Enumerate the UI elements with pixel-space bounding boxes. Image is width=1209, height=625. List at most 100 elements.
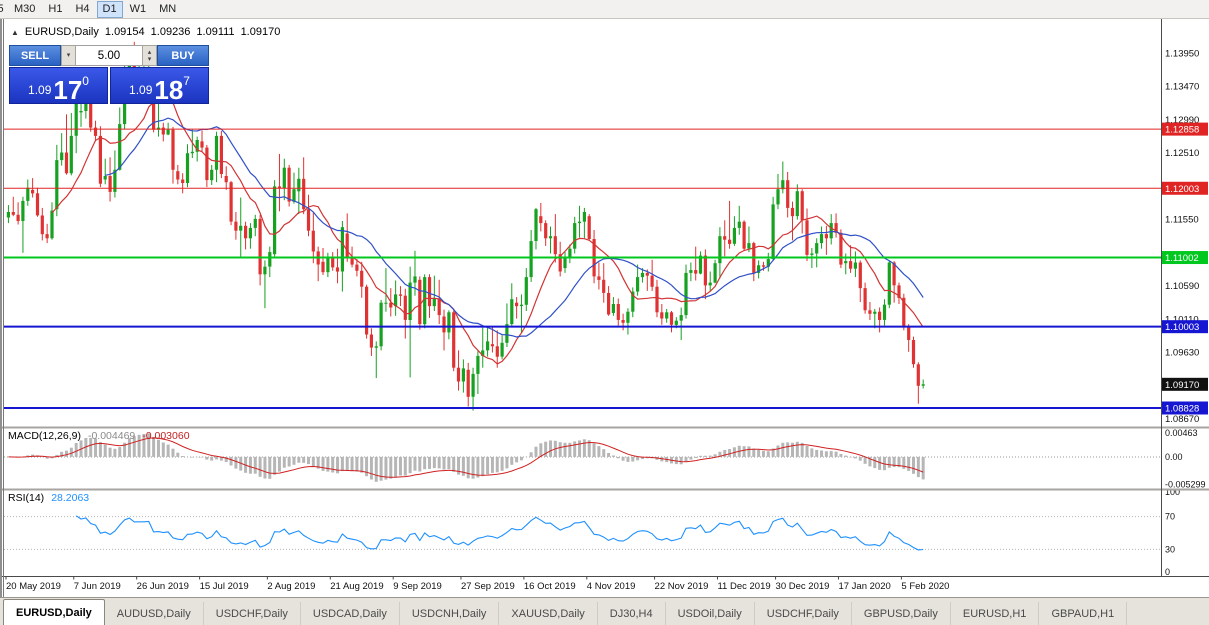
symbol-period-label: EURUSD,Daily: [24, 26, 99, 38]
rsi-indicator-title: RSI(14) 28.2063: [8, 492, 89, 504]
chart-tab-USDCNH-Daily[interactable]: USDCNH,Daily: [400, 602, 500, 625]
date-label: 4 Nov 2019: [587, 581, 636, 592]
price-level-box: [1162, 122, 1208, 136]
y-axis-label: 1.13470: [1165, 82, 1199, 93]
chart-tab-GBPAUD-H1[interactable]: GBPAUD,H1: [1039, 602, 1128, 625]
chart-tab-EURUSD-H1[interactable]: EURUSD,H1: [951, 602, 1040, 625]
macd-name: MACD(12,26,9): [8, 430, 81, 442]
buy-button[interactable]: BUY: [157, 45, 209, 66]
macd-histogram: [11, 433, 925, 482]
price-level-label: 1.12003: [1165, 184, 1199, 195]
sell-button[interactable]: SELL: [9, 45, 61, 66]
chart-tab-EURUSD-Daily[interactable]: EURUSD,Daily: [3, 599, 105, 625]
timeframe-toolbar: 5 M30 H1 H4 D1 W1 MN: [0, 0, 1209, 19]
date-label: 22 Nov 2019: [655, 581, 709, 592]
ohlc-open: 1.09154: [104, 26, 145, 38]
rsi-line: [75, 515, 924, 551]
macd-axis-label: 0.00: [1165, 452, 1183, 462]
chart-tab-USDCHF-Daily[interactable]: USDCHF,Daily: [204, 602, 301, 625]
price-level-label: 1.10003: [1165, 322, 1199, 333]
timeframe-button-H4[interactable]: H4: [75, 3, 90, 15]
ask-price-big: 18: [154, 74, 184, 105]
ohlc-low: 1.09111: [196, 26, 235, 38]
bid-price-big: 17: [53, 74, 83, 105]
y-axis-label: 1.13950: [1165, 49, 1199, 60]
price-axis[interactable]: [1161, 19, 1209, 577]
date-label: 20 May 2019: [6, 581, 61, 592]
current-price-box: [1162, 377, 1208, 391]
y-axis-label: 1.10110: [1165, 314, 1199, 325]
price-level-label: 1.12858: [1165, 125, 1199, 136]
timeframe-buttons: 5 M30 H1 H4 D1 W1 MN: [0, 0, 183, 18]
date-label: 17 Jan 2020: [838, 581, 890, 592]
timeframe-button-5[interactable]: 5: [0, 1, 7, 18]
macd-plot-area[interactable]: [4, 428, 1161, 489]
bid-price[interactable]: 1.09 17 0: [9, 67, 108, 104]
y-axis-label: 1.10590: [1165, 281, 1199, 292]
chevron-down-icon: ▾: [66, 52, 71, 59]
one-click-prices-row: 1.09 17 0 1.09 18 7: [9, 67, 209, 104]
ohlc-high: 1.09236: [150, 26, 191, 38]
lot-size-control: ▾ ▴ ▾: [61, 45, 157, 66]
ask-price-small: 1.09: [129, 83, 153, 97]
chart-tab-bar: EURUSD,Daily AUDUSD,Daily USDCHF,Daily USDC…: [0, 597, 1209, 625]
timeframe-button-M30[interactable]: M30: [14, 3, 36, 15]
rsi-axis-label: 0: [1165, 567, 1170, 577]
macd-indicator-title: MACD(12,26,9) -0.004469 -0.003060: [8, 430, 190, 442]
date-label: 9 Sep 2019: [393, 581, 442, 592]
date-label: 21 Aug 2019: [330, 581, 383, 592]
chart-ohlc-header: ▲ EURUSD,Daily 1.09154 1.09236 1.09111 1…: [11, 26, 280, 38]
chart-tab-USDOil-Daily[interactable]: USDOil,Daily: [666, 602, 755, 625]
timeframe-button-W1[interactable]: W1: [129, 3, 147, 15]
one-click-trading-panel: SELL ▾ ▴ ▾ BUY 1.09 17 0 1.09 18 7: [9, 45, 209, 104]
y-axis-label: 1.09630: [1165, 347, 1199, 358]
lot-size-input[interactable]: [76, 45, 142, 66]
chart-tab-USDCHF-Daily[interactable]: USDCHF,Daily: [755, 602, 852, 625]
price-level-box: [1162, 251, 1208, 265]
price-level-box: [1162, 181, 1208, 195]
rsi-plot-area[interactable]: [4, 490, 1161, 576]
bid-price-small: 1.09: [28, 83, 52, 97]
lot-dropdown-button[interactable]: ▾: [61, 45, 76, 66]
date-label: 15 Jul 2019: [200, 581, 249, 592]
y-axis-label: 1.12990: [1165, 115, 1199, 126]
collapse-triangle-icon[interactable]: ▲: [11, 27, 19, 37]
macd-main-value: -0.004469: [87, 430, 136, 442]
timeframe-button-MN[interactable]: MN: [159, 3, 177, 15]
price-level-box: [1162, 401, 1208, 415]
date-label: 26 Jun 2019: [137, 581, 189, 592]
price-level-box: [1162, 320, 1208, 334]
date-label: 11 Dec 2019: [717, 581, 770, 592]
ask-price[interactable]: 1.09 18 7: [110, 67, 209, 104]
chart-tab-GBPUSD-Daily[interactable]: GBPUSD,Daily: [852, 602, 951, 625]
price-level-label: 1.11002: [1165, 253, 1199, 264]
date-label: 30 Dec 2019: [776, 581, 830, 592]
date-label: 16 Oct 2019: [524, 581, 576, 592]
rsi-name: RSI(14): [8, 492, 45, 504]
y-axis-label: 1.12510: [1165, 148, 1199, 159]
macd-signal-line: [8, 437, 924, 478]
chart-tab-DJ30-H4[interactable]: DJ30,H4: [598, 602, 666, 625]
date-label: 2 Aug 2019: [267, 581, 315, 592]
chart-tab-USDCAD-Daily[interactable]: USDCAD,Daily: [301, 602, 400, 625]
lot-spinner[interactable]: ▴ ▾: [142, 45, 157, 66]
spinner-up-icon[interactable]: ▴: [147, 48, 152, 56]
timeframe-button-D1[interactable]: D1: [96, 0, 123, 18]
rsi-axis-label: 70: [1165, 512, 1175, 522]
one-click-controls-row: SELL ▾ ▴ ▾ BUY: [9, 45, 209, 66]
rsi-value: 28.2063: [51, 492, 90, 504]
macd-signal-value: -0.003060: [142, 430, 190, 442]
spinner-down-icon[interactable]: ▾: [147, 55, 152, 63]
moving-average-10: [51, 91, 924, 365]
bid-price-sup: 0: [82, 74, 89, 88]
macd-axis-label: 0.00463: [1165, 428, 1198, 438]
rsi-axis-label: 100: [1165, 487, 1180, 497]
chart-tab-AUDUSD-Daily[interactable]: AUDUSD,Daily: [105, 602, 204, 625]
date-axis[interactable]: [4, 577, 1161, 597]
price-level-label: 1.08828: [1165, 403, 1199, 414]
timeframe-button-H1[interactable]: H1: [48, 3, 63, 15]
date-label: 27 Sep 2019: [461, 581, 515, 592]
chart-tab-XAUUSD-Daily[interactable]: XAUUSD,Daily: [499, 602, 598, 625]
date-label: 5 Feb 2020: [901, 581, 949, 592]
